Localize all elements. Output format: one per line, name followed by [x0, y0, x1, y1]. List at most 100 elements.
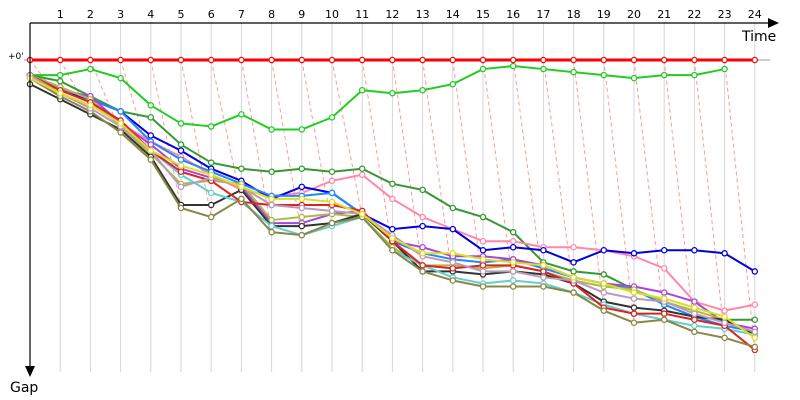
leader-line-lap-16	[482, 59, 514, 287]
series-12-point-3	[117, 129, 124, 136]
y-axis-arrow	[25, 366, 35, 377]
series-11-point-13	[419, 262, 426, 269]
tick-label-lap-21: 21	[657, 8, 671, 21]
series-3-point-18	[570, 268, 577, 275]
series-5-point-4	[147, 132, 155, 139]
leader-line-lap-4	[120, 59, 152, 160]
tick-label-lap-6: 6	[208, 8, 215, 21]
series-2-point-8	[268, 126, 275, 133]
series-12-point-8	[268, 228, 275, 236]
series-12-point-23	[721, 334, 728, 342]
series-3-point-24	[751, 316, 759, 323]
series-1-point-8	[268, 56, 275, 64]
series-8-point-9	[298, 213, 306, 221]
series-2-point-11	[358, 86, 366, 94]
series-12-point-6	[207, 213, 215, 221]
series-14-point-9	[298, 195, 306, 203]
series-14-point-6	[207, 171, 215, 179]
series-14-point-21	[660, 295, 668, 302]
series-13-point-5	[177, 183, 185, 191]
series-7-point-4	[147, 141, 155, 148]
series-13-point-16	[509, 268, 517, 275]
tick-label-lap-14: 14	[446, 8, 460, 21]
series-4-point-23	[721, 307, 728, 314]
series-14-point-10	[328, 198, 336, 206]
series-2-point-15	[479, 65, 487, 73]
tick-label-lap-16: 16	[506, 8, 520, 21]
series-6-point-5	[177, 156, 185, 163]
leader-line-lap-19	[573, 59, 605, 311]
tick-label-lap-10: 10	[325, 8, 339, 21]
series-5-point-21	[660, 247, 668, 254]
series-1-point-11	[358, 56, 366, 64]
series-14-point-16	[509, 259, 517, 266]
series-14-point-15	[479, 256, 487, 263]
series-14-point-17	[540, 262, 547, 269]
series-11-point-20	[630, 310, 638, 317]
series-12-point-15	[479, 283, 487, 290]
series-12-point-13	[419, 268, 426, 275]
series-1-point-5	[177, 56, 185, 64]
series-3-point-14	[449, 204, 457, 212]
leader-line-lap-21	[633, 59, 665, 320]
series-12-point-14	[449, 277, 457, 284]
series-13-point-17	[540, 274, 547, 281]
zero-gap-label: +0'	[8, 52, 24, 62]
series-12-point-22	[691, 328, 698, 336]
series-6-point-3	[117, 108, 124, 115]
series-12-point-20	[630, 319, 638, 326]
series-2-point-10	[328, 114, 336, 121]
series-2-point-7	[238, 111, 245, 118]
tick-label-lap-18: 18	[567, 8, 581, 21]
lap-gridlines	[59, 22, 756, 372]
series-7-point-13	[419, 243, 426, 251]
series-2-point-3	[117, 74, 124, 82]
series-13-point-19	[600, 289, 608, 296]
lap-tick-labels: 1 2 3 4 5 6 7 8 9 10 11 12 13 14 15 16 17 18 19 20 21 22 23 24	[57, 8, 762, 21]
series-14-point-11	[358, 210, 366, 218]
series-14-point-24	[751, 334, 759, 342]
tick-label-lap-3: 3	[117, 8, 124, 21]
leader-line-lap-1	[29, 59, 61, 100]
leader-line-lap-22	[663, 59, 695, 332]
series-1-point-3	[117, 56, 124, 64]
series-5	[26, 71, 759, 275]
series-5-point-14	[449, 225, 457, 233]
series-5-point-19	[600, 247, 608, 254]
series-7-point-22	[691, 298, 698, 305]
series-1-point-23	[721, 56, 728, 64]
series-4-point-21	[660, 265, 668, 272]
series-4-point-10	[328, 177, 336, 185]
tick-label-lap-22: 22	[687, 8, 701, 21]
series-14-point-19	[600, 280, 608, 287]
series-1-point-13	[419, 56, 426, 64]
leader-line-lap-9	[271, 59, 303, 236]
x-axis-title: Time	[741, 29, 776, 45]
tick-label-lap-4: 4	[147, 8, 154, 21]
series-2-point-21	[660, 71, 668, 79]
tick-label-lap-23: 23	[718, 8, 732, 21]
series-9-point-9	[298, 222, 306, 230]
tick-label-lap-17: 17	[536, 8, 550, 21]
series-3-point-19	[600, 271, 608, 278]
series-2-point-23	[721, 65, 728, 73]
leader-line-lap-18	[542, 59, 575, 293]
series-12-point-18	[570, 289, 577, 296]
series-14-point-23	[721, 313, 728, 320]
series-1-point-2	[87, 56, 94, 64]
series-lines	[26, 56, 759, 354]
series-1-point-6	[207, 56, 215, 64]
series-12-point-7	[238, 195, 245, 203]
series-10-point-16	[509, 277, 517, 284]
series-1-point-4	[147, 56, 155, 64]
series-14-point-13	[419, 250, 426, 257]
series-14-point-14	[449, 250, 457, 257]
series-7-point-21	[660, 289, 668, 296]
series-1-point-14	[449, 56, 457, 64]
series-2-point-20	[630, 74, 638, 82]
series-12-point-10	[328, 219, 336, 227]
series-14-point-3	[117, 120, 124, 127]
series-1	[26, 56, 759, 64]
series-1-point-21	[660, 56, 668, 64]
series-2-line	[30, 65, 725, 131]
